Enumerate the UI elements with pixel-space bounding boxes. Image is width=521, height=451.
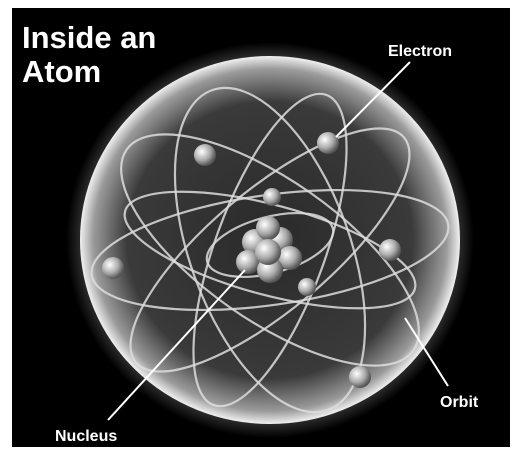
nucleus-label: Nucleus <box>55 428 117 445</box>
orbit-label: Orbit <box>440 394 479 411</box>
electron-label: Electron <box>388 43 452 60</box>
title-line: Atom <box>22 54 101 89</box>
atom-diagram: Inside an Atom Electron Orbit Nucleus <box>0 0 521 451</box>
title-line: Inside an <box>22 20 156 55</box>
